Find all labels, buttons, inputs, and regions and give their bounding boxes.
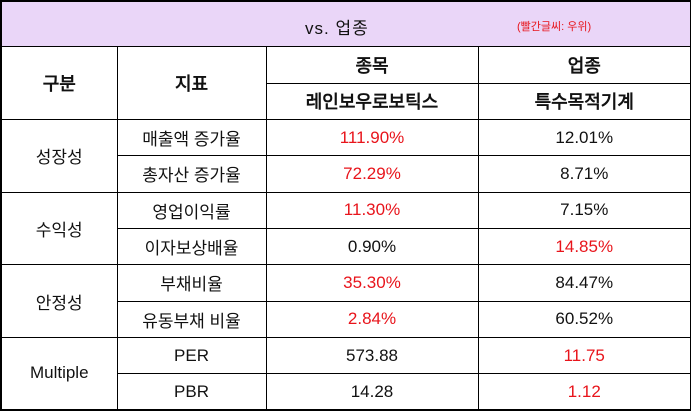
industry-value: 7.15% <box>477 191 691 229</box>
table-title: vs. 업종 (빨간글씨: 우위) <box>0 0 691 48</box>
header-industry-name: 특수목적기계 <box>477 82 691 121</box>
group-label: 성장성 <box>0 119 118 193</box>
table-row: 유동부채 비율 2.84% 60.52% <box>1 300 691 338</box>
indicator-cell: PER <box>116 336 267 375</box>
indicator-cell: 매출액 증가율 <box>116 118 267 157</box>
industry-value: 11.75 <box>477 336 691 375</box>
indicator-cell: PBR <box>116 373 267 411</box>
group-label: 안정성 <box>0 264 118 338</box>
table-row: Multiple PER 573.88 11.75 <box>0 336 691 411</box>
indicator-cell: 이자보상배율 <box>116 227 267 266</box>
group-label: Multiple <box>0 336 118 411</box>
table-row: 이자보상배율 0.90% 14.85% <box>1 227 691 266</box>
stock-value: 14.28 <box>265 373 479 411</box>
stock-value: 35.30% <box>265 264 479 302</box>
header-stock: 종목 <box>265 46 479 84</box>
header-category: 구분 <box>0 46 118 120</box>
indicator-cell: 부채비율 <box>116 264 267 302</box>
indicator-cell: 총자산 증가율 <box>116 155 267 193</box>
industry-value: 60.52% <box>477 300 691 338</box>
industry-value: 84.47% <box>477 264 691 302</box>
industry-value: 1.12 <box>477 373 691 411</box>
group-label: 수익성 <box>0 191 118 266</box>
header-indicator: 지표 <box>116 46 267 120</box>
stock-value: 0.90% <box>265 227 479 266</box>
header-industry: 업종 <box>477 46 691 84</box>
industry-value: 12.01% <box>477 118 691 157</box>
header-stock-name: 레인보우로보틱스 <box>265 82 479 121</box>
table-row: 성장성 매출액 증가율 111.90% 12.01% <box>0 118 691 193</box>
legend-note: (빨간글씨: 우위) <box>517 21 592 33</box>
table-row: 수익성 영업이익률 11.30% 7.15% <box>0 191 691 266</box>
industry-value: 8.71% <box>477 155 691 193</box>
indicator-cell: 영업이익률 <box>116 191 267 229</box>
stock-value: 573.88 <box>265 336 479 375</box>
stock-value: 2.84% <box>265 300 479 338</box>
table-row: 안정성 부채비율 35.30% 84.47% <box>0 264 691 338</box>
stock-value: 72.29% <box>265 155 479 193</box>
indicator-cell: 유동부채 비율 <box>116 300 267 338</box>
stock-value: 11.30% <box>265 191 479 229</box>
table-row: PBR 14.28 1.12 <box>1 373 691 411</box>
stock-value: 111.90% <box>265 118 479 157</box>
industry-value: 14.85% <box>477 227 691 266</box>
title-text: vs. 업종 <box>305 19 369 38</box>
